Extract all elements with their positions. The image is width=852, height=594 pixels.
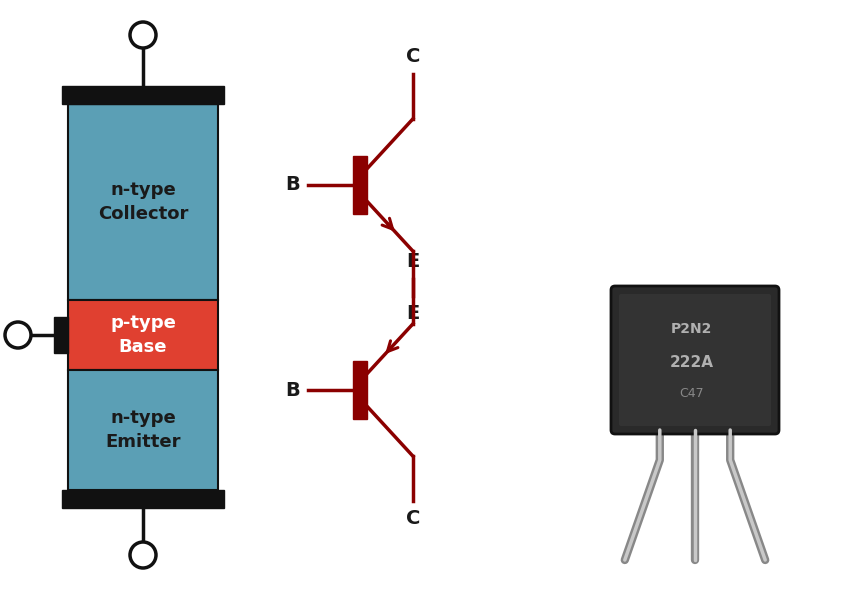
Bar [54, 317, 68, 353]
Bar [68, 370, 218, 490]
Bar [353, 156, 367, 214]
Text: P2N2: P2N2 [671, 322, 712, 336]
Text: E: E [406, 304, 420, 323]
Circle shape [130, 542, 156, 568]
Text: 222A: 222A [670, 355, 714, 370]
Text: B: B [285, 381, 300, 400]
Bar [62, 86, 224, 104]
Bar [68, 300, 218, 370]
Circle shape [5, 322, 31, 348]
Text: C: C [406, 509, 420, 528]
FancyBboxPatch shape [611, 286, 779, 434]
Text: C47: C47 [680, 387, 704, 400]
Text: p-type
Base: p-type Base [110, 314, 176, 356]
Text: C: C [406, 47, 420, 66]
Text: n-type
Collector: n-type Collector [98, 181, 188, 223]
Bar [62, 490, 224, 508]
Bar [353, 361, 367, 419]
Circle shape [130, 22, 156, 48]
Text: n-type
Emitter: n-type Emitter [106, 409, 181, 451]
FancyBboxPatch shape [619, 294, 771, 426]
Bar [68, 104, 218, 300]
Text: E: E [406, 252, 420, 271]
Text: B: B [285, 175, 300, 194]
